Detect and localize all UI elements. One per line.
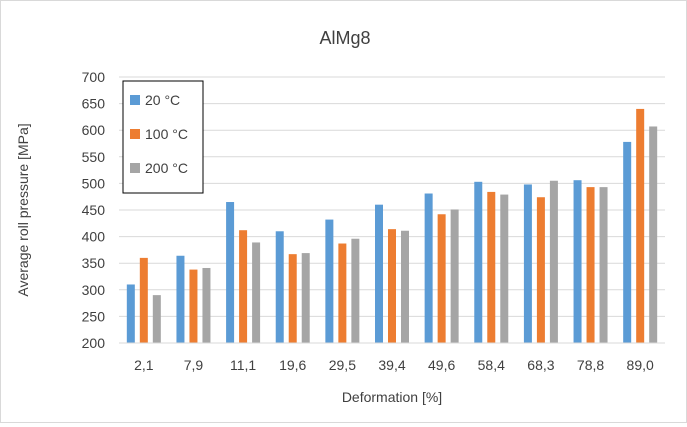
bar xyxy=(599,187,608,343)
y-tick-label: 650 xyxy=(82,96,106,112)
bar xyxy=(301,253,310,343)
bar xyxy=(152,295,161,343)
x-tick-label: 11,1 xyxy=(230,357,256,373)
x-tick-label: 89,0 xyxy=(627,357,654,373)
bar xyxy=(176,255,185,343)
x-tick-label: 39,4 xyxy=(378,357,405,373)
bar xyxy=(487,191,496,343)
x-tick-label: 7,9 xyxy=(184,357,204,373)
y-tick-label: 200 xyxy=(82,335,106,351)
x-tick-label: 19,6 xyxy=(279,357,306,373)
y-tick-label: 700 xyxy=(82,69,106,85)
x-tick-label: 2,1 xyxy=(134,357,154,373)
bar xyxy=(338,243,347,343)
chart-title: AlMg8 xyxy=(319,28,370,48)
bar xyxy=(424,193,433,343)
bar xyxy=(375,204,383,343)
bar xyxy=(437,214,446,343)
legend: 20 °C 100 °C 200 °C xyxy=(122,80,204,194)
bar xyxy=(351,238,360,343)
legend-label: 20 °C xyxy=(145,92,180,108)
bar xyxy=(239,230,248,343)
bar xyxy=(126,284,135,343)
bar xyxy=(139,257,148,343)
bar xyxy=(523,184,532,343)
bar xyxy=(586,187,595,343)
bar xyxy=(636,108,645,343)
y-tick-label: 550 xyxy=(82,149,106,165)
legend-swatch xyxy=(130,95,140,105)
bar xyxy=(401,230,409,343)
bar xyxy=(536,197,545,343)
y-tick-label: 350 xyxy=(82,255,106,271)
bar xyxy=(623,141,632,343)
y-axis-title: Average roll pressure [MPa] xyxy=(15,123,31,296)
bar xyxy=(189,269,198,343)
x-tick-label: 78,8 xyxy=(577,357,604,373)
y-tick-label: 400 xyxy=(82,229,106,245)
x-tick-label: 68,3 xyxy=(527,357,554,373)
bar xyxy=(474,181,483,343)
bar xyxy=(388,229,396,343)
bars xyxy=(126,108,658,343)
legend-label: 200 °C xyxy=(145,160,188,176)
x-tick-label: 29,5 xyxy=(329,357,356,373)
x-axis-title: Deformation [%] xyxy=(342,389,442,405)
y-tick-label: 500 xyxy=(82,175,106,191)
bar xyxy=(500,194,509,343)
bar xyxy=(649,126,658,343)
x-tick-label: 49,6 xyxy=(428,357,455,373)
bar xyxy=(226,202,235,343)
legend-swatch xyxy=(130,129,140,139)
bar xyxy=(275,231,284,343)
y-tick-label: 600 xyxy=(82,122,106,138)
bar xyxy=(252,242,261,343)
y-tick-label: 450 xyxy=(82,202,106,218)
legend-label: 100 °C xyxy=(145,126,188,142)
legend-swatch xyxy=(130,163,140,173)
x-tick-label: 58,4 xyxy=(478,357,505,373)
axes: 200 250 300 350 400 450 500 550 600 650 700 2,1 7,9 1… xyxy=(82,69,665,373)
bar xyxy=(202,267,211,343)
bar xyxy=(549,180,558,343)
y-tick-label: 250 xyxy=(82,308,106,324)
bar xyxy=(573,180,582,343)
bar xyxy=(325,219,334,343)
bar xyxy=(450,209,459,343)
y-tick-label: 300 xyxy=(82,282,106,298)
bar xyxy=(288,254,297,343)
